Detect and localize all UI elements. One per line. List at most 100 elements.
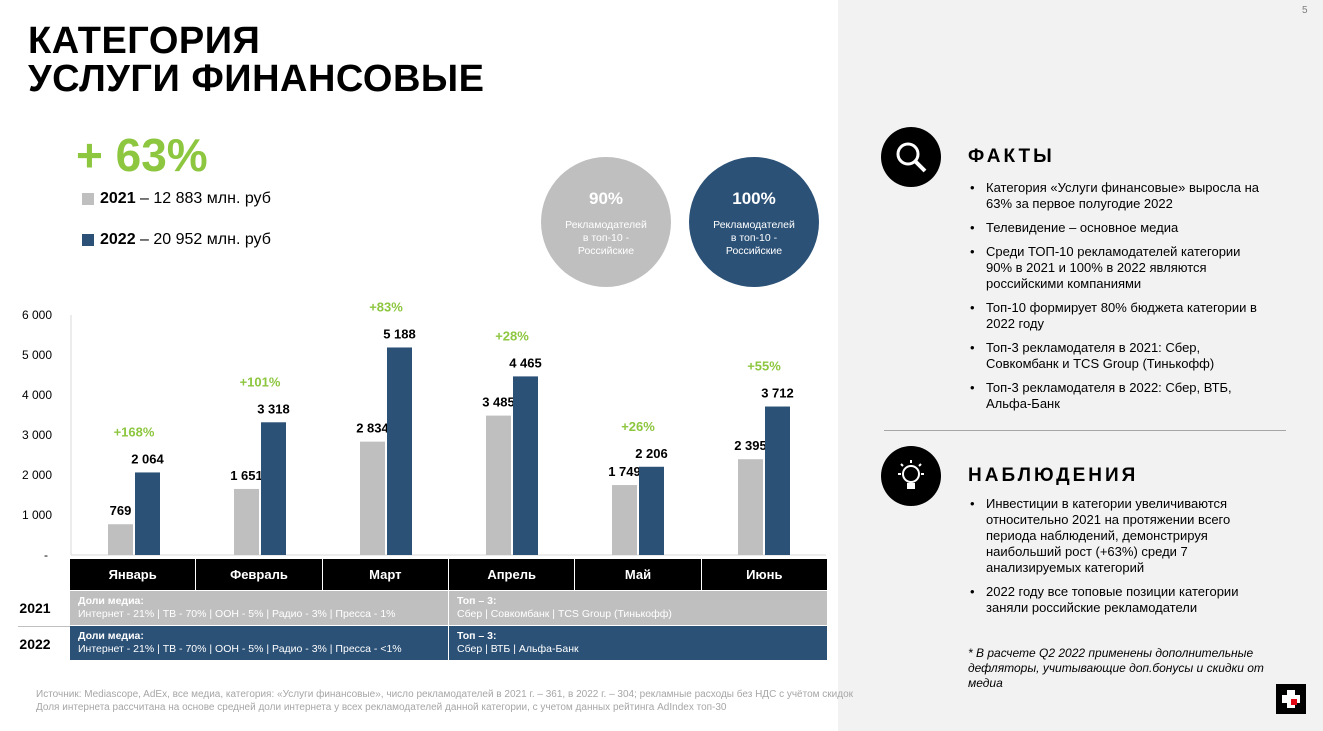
bar-2022: [765, 406, 790, 555]
growth-label: +101%: [240, 374, 281, 389]
observations-list: Инвестиции в категории увеличиваются отн…: [968, 496, 1268, 624]
data-label: 1 651: [230, 468, 263, 483]
month-cell: Январь: [70, 559, 197, 590]
month-cell: Май: [575, 559, 702, 590]
month-cell: Март: [323, 559, 449, 590]
bar-chart: - 1 000 2 000 3 000 4 000 5 000 6 000 769 2 064 +…: [22, 299, 826, 560]
growth-label: +83%: [369, 299, 403, 314]
circle-text: Рекламодателей в топ-10 - Российские: [713, 219, 795, 257]
growth-label: +28%: [495, 328, 529, 343]
bar-2021: [486, 415, 511, 555]
month-cell: Апрель: [449, 559, 576, 590]
year-label: 2022: [19, 636, 51, 652]
top3-heading: Топ – 3:: [457, 630, 497, 642]
media-share: Доли медиа: Интернет - 21% | ТВ - 70% | О…: [70, 626, 449, 660]
logo: [1276, 684, 1306, 714]
bar-2021: [612, 485, 637, 555]
bar-2021: [108, 524, 133, 555]
source-line: Доля интернета рассчитана на основе сред…: [36, 702, 727, 713]
year-label: 2021: [19, 600, 51, 616]
legend-year: 2022: [100, 231, 136, 248]
list-item: Телевидение – основное медиа: [968, 220, 1268, 236]
growth-label: +26%: [621, 419, 655, 434]
bar-2021: [360, 441, 385, 555]
data-label: 3 318: [257, 401, 290, 416]
data-label: 1 749: [608, 464, 641, 479]
month-row: Январь Февраль Март Апрель Май Июнь: [70, 559, 827, 590]
y-tick-label: 1 000: [22, 508, 52, 522]
bar-2021: [738, 459, 763, 555]
list-item: Топ-3 рекламодателя в 2022: Сбер, ВТБ, А…: [968, 380, 1268, 412]
bar-2022: [387, 347, 412, 555]
legend-year: 2021: [100, 190, 136, 207]
legend-swatch: [82, 193, 94, 205]
y-tick-label: -: [44, 548, 48, 560]
y-tick-label: 2 000: [22, 468, 52, 482]
bar-2022: [135, 472, 160, 555]
legend-text: – 12 883 млн. руб: [135, 190, 271, 207]
y-tick-label: 5 000: [22, 348, 52, 362]
legend-2021: 2021 – 12 883 млн. руб: [82, 190, 271, 208]
month-cell: Февраль: [196, 559, 323, 590]
list-item: Топ-10 формирует 80% бюджета категории в…: [968, 300, 1268, 332]
total-growth: + 63%: [76, 129, 208, 181]
bar-2022: [639, 466, 664, 555]
data-label: 5 188: [383, 326, 416, 341]
bar-2022: [513, 376, 538, 555]
circle-pct: 90%: [588, 189, 624, 208]
bar-2021: [234, 488, 259, 555]
divider: [18, 626, 70, 627]
media-text: Интернет - 21% | ТВ - 70% | ООН - 5% | Р…: [78, 643, 402, 655]
title-line: КАТЕГОРИЯ: [28, 20, 261, 62]
lightbulb-icon: [881, 446, 941, 506]
data-label: 3 485: [482, 395, 515, 410]
source-line: Источник: Mediascope, AdEx, все медиа, к…: [36, 689, 854, 700]
bar-2022: [261, 422, 286, 555]
list-item: 2022 году все топовые позиции категории …: [968, 584, 1268, 616]
facts-heading: ФАКТЫ: [968, 146, 1055, 167]
footnote: * В расчете Q2 2022 применены дополнител…: [968, 646, 1264, 690]
data-label: 2 206: [635, 446, 668, 461]
data-label: 769: [110, 503, 132, 518]
top3-text: Сбер | ВТБ | Альфа-Банк: [457, 643, 579, 655]
list-item: Топ-3 рекламодателя в 2021: Сбер, Совком…: [968, 340, 1268, 372]
circle-2022: 100% Рекламодателей в топ-10 - Российские: [689, 157, 819, 287]
data-label: 4 465: [509, 355, 542, 370]
row-2022: Доли медиа: Интернет - 21% | ТВ - 70% | О…: [70, 626, 827, 660]
magnifier-icon: [881, 127, 941, 187]
legend-text: – 20 952 млн. руб: [135, 231, 271, 248]
y-tick-label: 3 000: [22, 428, 52, 442]
facts-list: Категория «Услуги финансовые» выросла на…: [968, 180, 1268, 420]
circle-2021: 90% Рекламодателей в топ-10 - Российские: [541, 157, 671, 287]
legend-swatch: [82, 234, 94, 246]
data-label: 2 834: [356, 421, 389, 436]
top3-heading: Топ – 3:: [457, 595, 497, 607]
growth-label: +168%: [114, 424, 155, 439]
divider: [884, 430, 1286, 431]
observations-heading: НАБЛЮДЕНИЯ: [968, 465, 1139, 486]
media-heading: Доли медиа:: [78, 630, 144, 642]
media-text: Интернет - 21% | ТВ - 70% | ООН - 5% | Р…: [78, 608, 396, 620]
y-tick-label: 4 000: [22, 388, 52, 402]
title-line: УСЛУГИ ФИНАНСОВЫЕ: [28, 58, 485, 100]
media-share: Доли медиа: Интернет - 21% | ТВ - 70% | О…: [70, 591, 449, 625]
page-number: 5: [1302, 5, 1308, 16]
source-note: Источник: Mediascope, AdEx, все медиа, к…: [36, 688, 853, 714]
circle-text: Рекламодателей в топ-10 - Российские: [565, 219, 647, 257]
list-item: Среди ТОП-10 рекламодателей категории 90…: [968, 244, 1268, 292]
circle-pct: 100%: [732, 189, 776, 208]
data-label: 2 395: [734, 438, 767, 453]
row-2021: Доли медиа: Интернет - 21% | ТВ - 70% | О…: [70, 591, 827, 625]
top3: Топ – 3: Сбер | ВТБ | Альфа-Банк: [449, 626, 827, 660]
list-item: Категория «Услуги финансовые» выросла на…: [968, 180, 1268, 212]
month-cell: Июнь: [746, 567, 783, 582]
data-label: 2 064: [131, 451, 164, 466]
y-tick-label: 6 000: [22, 308, 52, 322]
top3-text: Сбер | Совкомбанк | TCS Group (Тинькофф): [457, 608, 672, 620]
list-item: Инвестиции в категории увеличиваются отн…: [968, 496, 1268, 576]
growth-label: +55%: [747, 359, 781, 374]
top3: Топ – 3: Сбер | Совкомбанк | TCS Group (Т…: [449, 591, 827, 625]
data-label: 3 712: [761, 386, 794, 401]
legend-2022: 2022 – 20 952 млн. руб: [82, 231, 271, 249]
media-heading: Доли медиа:: [78, 595, 144, 607]
